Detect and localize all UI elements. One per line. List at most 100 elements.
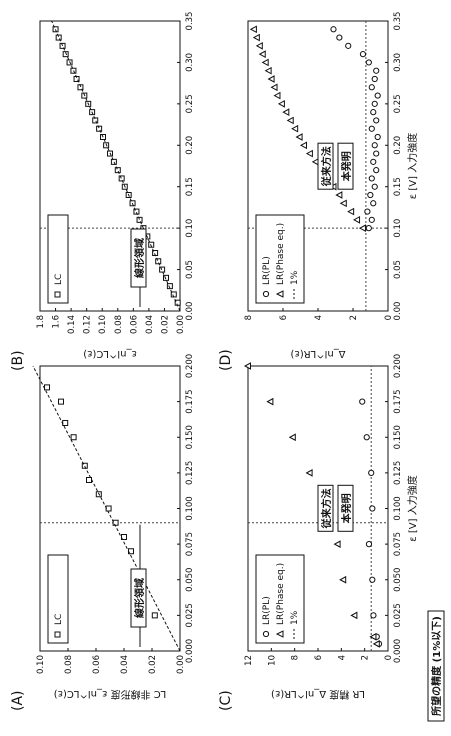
y-tick-label: 0.08 xyxy=(64,655,74,674)
data-point-circle xyxy=(374,133,381,141)
legend-marker xyxy=(275,630,284,638)
data-point-triangle xyxy=(255,42,263,50)
x-tick-label: 0.25 xyxy=(185,94,195,113)
data-point-circle xyxy=(365,225,372,232)
legend-box xyxy=(255,554,305,644)
data-point-square xyxy=(77,84,84,91)
legend-box xyxy=(47,554,69,644)
data-point-circle xyxy=(359,398,366,405)
x-tick-label: 0.30 xyxy=(393,53,403,72)
data-point-triangle xyxy=(277,100,285,108)
legend: LR(PL) LR(Phase eq.) 1% xyxy=(255,554,305,644)
y-tick-label: 0.04 xyxy=(120,655,130,674)
data-point-triangle xyxy=(252,33,260,42)
y-axis-label: LC 非線形度 ε_nl^LC(ε) xyxy=(54,688,167,701)
panel-label: (A) xyxy=(10,690,26,711)
x-tick-label: 0.20 xyxy=(185,136,195,155)
y-tick-label: 2 xyxy=(349,315,359,320)
data-point-square xyxy=(121,534,127,540)
y-tick-label: 0.10 xyxy=(36,655,46,674)
legend: LR(PL) LR(Phase eq.) 1% xyxy=(255,214,305,304)
data-point-circle xyxy=(368,84,375,91)
legend-marker xyxy=(54,291,61,298)
data-point-circle xyxy=(373,150,380,157)
y-tick-label: 4 xyxy=(337,655,347,660)
x-tick-label: 0.35 xyxy=(185,12,195,31)
x-tick-label: 0.175 xyxy=(393,389,403,413)
x-tick-label: 0.15 xyxy=(393,177,403,196)
data-point-triangle xyxy=(347,207,355,216)
data-point-circle xyxy=(365,541,373,548)
x-tick-label: 0.075 xyxy=(185,532,195,556)
y-tick-label: 12 xyxy=(244,655,254,666)
y-tick-label: 0 xyxy=(384,655,394,660)
data-point-circle xyxy=(368,175,375,182)
data-point-triangle xyxy=(305,149,313,158)
data-point-square xyxy=(59,42,66,49)
x-tick-label: 0.150 xyxy=(393,425,403,449)
x-tick-label: 0.050 xyxy=(393,568,403,592)
y-tick-label: 6 xyxy=(279,315,289,320)
data-point-triangle xyxy=(305,469,313,477)
legend-label: LC xyxy=(54,274,64,285)
legend-label: LC xyxy=(54,614,64,625)
y-tick-label: 0.12 xyxy=(83,315,93,334)
data-point-circle xyxy=(370,612,377,619)
y-tick-label: 0.00 xyxy=(176,655,186,674)
legend-marker xyxy=(54,631,61,638)
data-point-triangle xyxy=(333,540,341,548)
region-label-box xyxy=(130,568,147,628)
y-tick-label: 0 xyxy=(384,315,394,320)
data-point-circle xyxy=(373,167,380,174)
data-point-triangle xyxy=(295,133,303,141)
legend-box xyxy=(255,214,305,304)
data-point-square xyxy=(112,519,119,526)
annotation-label: 従来方法 xyxy=(320,146,333,187)
y-tick-label: 2 xyxy=(361,655,371,660)
data-point-circle xyxy=(330,26,337,33)
data-point-square xyxy=(44,384,50,391)
y-tick-label: 0.06 xyxy=(92,655,102,674)
y-tick-label: 0.08 xyxy=(114,315,124,334)
data-point-circle xyxy=(367,191,374,199)
y-tick-label: 4 xyxy=(314,315,324,320)
data-point-square xyxy=(163,274,169,281)
x-tick-label: 0.05 xyxy=(185,260,195,279)
data-point-square xyxy=(148,241,155,248)
y-tick-label: 1.6 xyxy=(52,315,62,329)
data-point-square xyxy=(110,158,117,165)
data-point-circle xyxy=(368,216,375,223)
x-tick-label: 0.25 xyxy=(393,94,403,113)
data-point-triangle xyxy=(249,25,257,34)
data-point-triangle xyxy=(339,575,347,584)
x-tick-label: 0.000 xyxy=(185,639,195,663)
x-tick-label: 0.200 xyxy=(185,354,195,378)
legend-label: LR(Phase eq.) xyxy=(276,563,286,625)
data-point-triangle xyxy=(286,116,294,125)
annotation-box xyxy=(317,142,334,190)
data-point-circle xyxy=(369,505,376,512)
data-point-triangle xyxy=(369,632,377,641)
data-point-square xyxy=(155,258,162,265)
legend-label: 1% xyxy=(290,270,300,285)
legend-box xyxy=(47,214,69,304)
x-tick-label: 0.00 xyxy=(393,302,403,321)
y-tick-label: 1.8 xyxy=(36,315,46,329)
data-point-triangle xyxy=(267,75,275,83)
data-point-square xyxy=(166,283,173,290)
legend: LC xyxy=(47,214,69,304)
x-tick-label: 0.125 xyxy=(393,461,403,485)
x-tick-label: 0.100 xyxy=(393,496,403,520)
legend-marker xyxy=(262,630,270,638)
data-point-triangle xyxy=(264,66,272,75)
y-tick-label: 0.00 xyxy=(176,315,186,334)
data-point-square xyxy=(58,398,64,405)
plot-frame xyxy=(39,20,181,312)
y-tick-label: 6 xyxy=(314,655,324,660)
legend: LC xyxy=(47,554,69,644)
annotation-label: 本発明 xyxy=(340,151,353,181)
region-label-box xyxy=(130,228,147,288)
legend-label: LR(PL) xyxy=(262,256,272,285)
x-tick-label: 0.050 xyxy=(185,568,195,592)
